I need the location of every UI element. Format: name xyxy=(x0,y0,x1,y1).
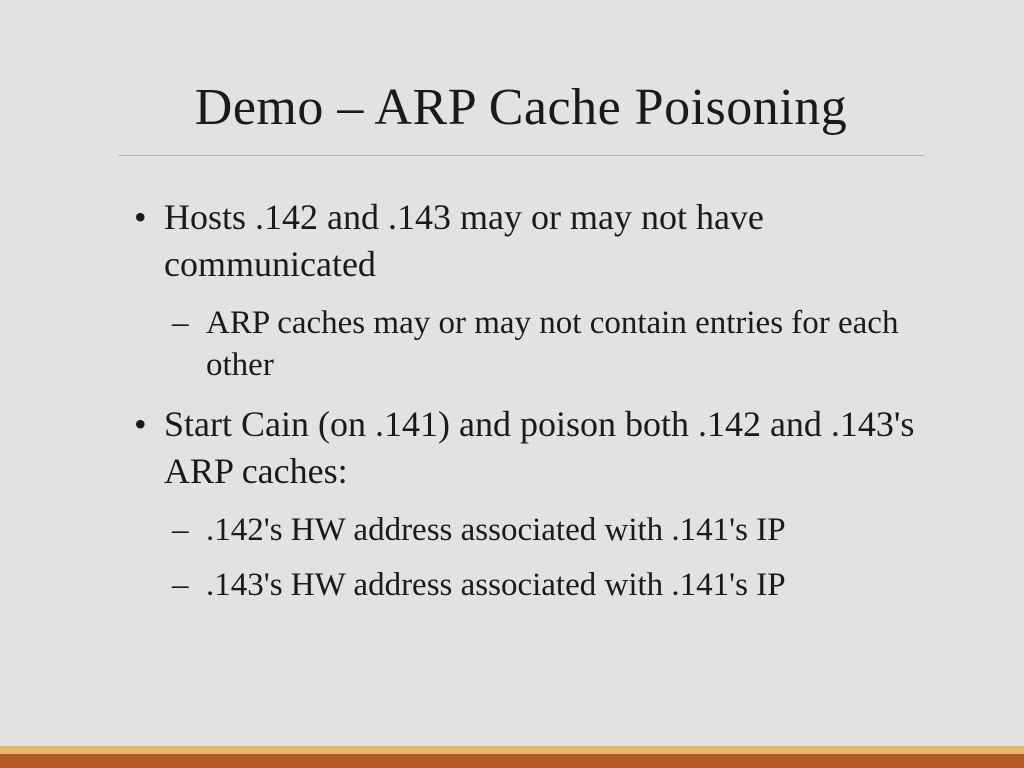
sub-bullet-list: .142's HW address associated with .141's… xyxy=(164,509,924,607)
slide-container: Demo – ARP Cache Poisoning Hosts .142 an… xyxy=(0,0,1024,768)
bullet-text: Start Cain (on .141) and poison both .14… xyxy=(164,404,914,491)
bullet-item: Start Cain (on .141) and poison both .14… xyxy=(128,401,924,606)
sub-bullet-text: .143's HW address associated with .141's… xyxy=(206,567,786,603)
sub-bullet-text: .142's HW address associated with .141's… xyxy=(206,512,786,548)
sub-bullet-item: ARP caches may or may not contain entrie… xyxy=(164,302,924,388)
slide-content: Hosts .142 and .143 may or may not have … xyxy=(118,194,924,607)
title-divider xyxy=(118,155,924,156)
bullet-list: Hosts .142 and .143 may or may not have … xyxy=(128,194,924,607)
footer-accent-top xyxy=(0,746,1024,754)
sub-bullet-list: ARP caches may or may not contain entrie… xyxy=(164,302,924,388)
sub-bullet-text: ARP caches may or may not contain entrie… xyxy=(206,305,898,384)
slide-title: Demo – ARP Cache Poisoning xyxy=(118,78,924,137)
sub-bullet-item: .143's HW address associated with .141's… xyxy=(164,564,924,607)
footer-accent-bottom xyxy=(0,754,1024,768)
footer-bar xyxy=(0,746,1024,768)
sub-bullet-item: .142's HW address associated with .141's… xyxy=(164,509,924,552)
bullet-text: Hosts .142 and .143 may or may not have … xyxy=(164,197,764,284)
bullet-item: Hosts .142 and .143 may or may not have … xyxy=(128,194,924,387)
